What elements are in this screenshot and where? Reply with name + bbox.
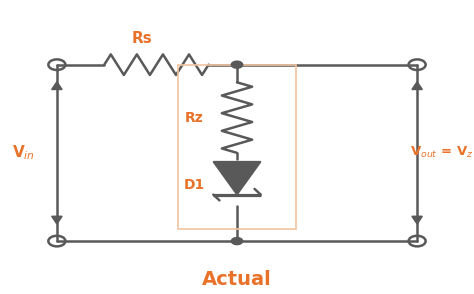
Text: Rz: Rz: [185, 111, 204, 125]
Text: Actual: Actual: [202, 270, 272, 289]
Bar: [178, 65, 296, 229]
Polygon shape: [412, 216, 422, 224]
Text: Rs: Rs: [132, 31, 153, 46]
Circle shape: [231, 238, 243, 245]
Circle shape: [231, 61, 243, 68]
Text: V$_{in}$: V$_{in}$: [12, 143, 35, 162]
Polygon shape: [52, 82, 62, 89]
Polygon shape: [52, 216, 62, 224]
Polygon shape: [213, 162, 261, 195]
Polygon shape: [412, 82, 422, 89]
Text: V$_{out}$ = V$_z$ + I$_z$R$_z$: V$_{out}$ = V$_z$ + I$_z$R$_z$: [410, 145, 474, 161]
Text: D1: D1: [184, 178, 205, 192]
